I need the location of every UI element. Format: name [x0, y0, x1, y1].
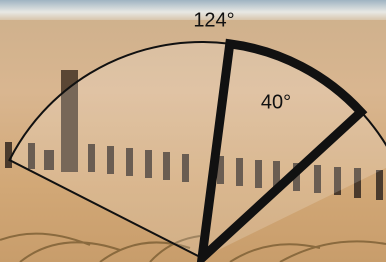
angle-label: 40°: [261, 91, 291, 113]
angle-label: 124°: [193, 9, 234, 31]
photo-with-angle-overlay: 124° 40°: [0, 0, 386, 262]
page: {"angles": [{"label": "124°"}, {"label":…: [0, 0, 386, 262]
